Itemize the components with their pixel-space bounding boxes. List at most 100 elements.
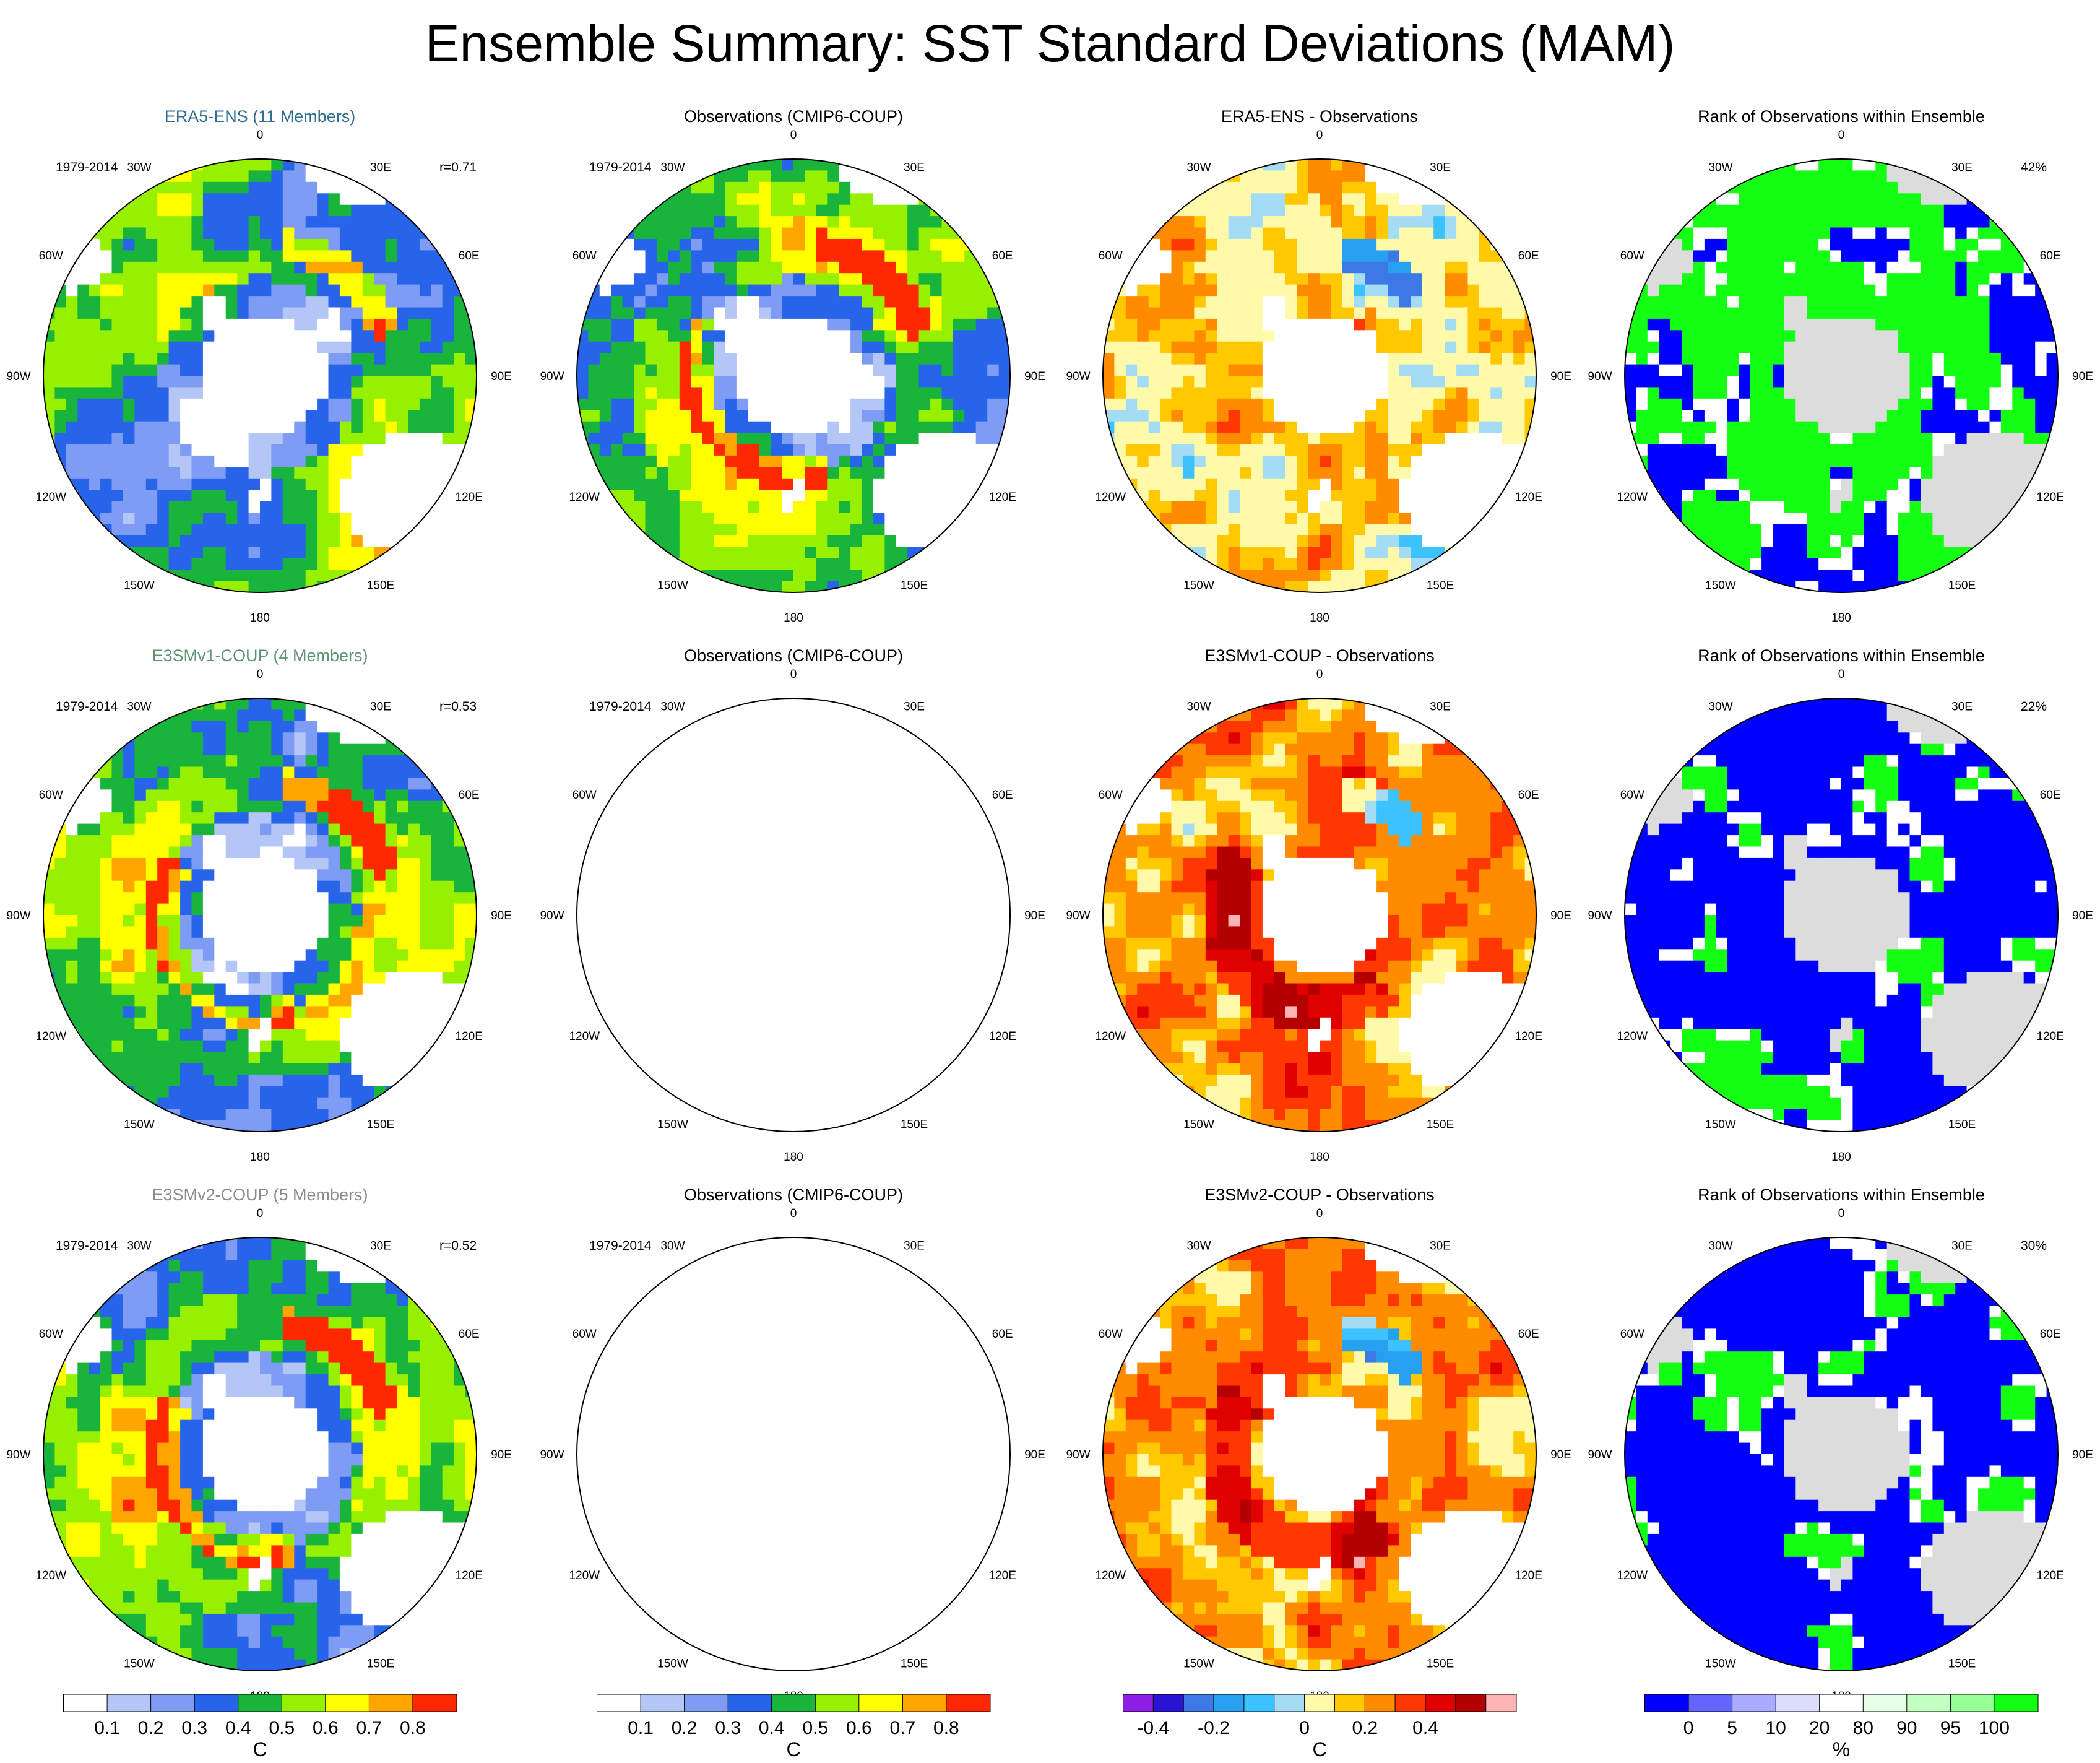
rank-percent-label: 42%: [2021, 160, 2047, 175]
longitude-label: 150E: [1427, 1119, 1454, 1132]
longitude-label: 30W: [1186, 161, 1211, 174]
colorbar-swatch: [1688, 1694, 1733, 1712]
longitude-label: 60E: [2040, 789, 2061, 802]
colorbar-swatch: [1732, 1694, 1777, 1712]
longitude-label: 180: [1831, 1151, 1851, 1164]
panel-title: Rank of Observations within Ensemble: [1698, 107, 1985, 126]
colorbar-swatch: [238, 1694, 283, 1712]
longitude-label: 0: [790, 129, 797, 142]
map-field: [1625, 159, 2058, 592]
colorbar-tick: 90: [1896, 1718, 1917, 1738]
longitude-label: 30W: [1708, 161, 1732, 174]
colorbar-swatch: [281, 1694, 326, 1712]
longitude-label: 30W: [127, 1239, 151, 1252]
longitude-label: 30E: [1951, 161, 1973, 174]
colorbar-tick: 0.2: [1352, 1718, 1378, 1738]
longitude-label: 30W: [660, 161, 685, 174]
longitude-label: 0: [790, 1207, 797, 1220]
colorbar-tick: 5: [1727, 1718, 1737, 1738]
colorbar-tick: 10: [1766, 1718, 1786, 1738]
longitude-label: 30E: [1951, 1239, 1973, 1252]
longitude-label: 90E: [1024, 1449, 1045, 1462]
correlation-label: r=0.52: [439, 1239, 477, 1253]
colorbar-swatch: [597, 1694, 642, 1712]
colorbar-swatch: [1485, 1694, 1517, 1712]
longitude-label: 150W: [657, 1119, 688, 1132]
colorbar-tick: 0.8: [400, 1718, 426, 1738]
longitude-label: 150E: [367, 1658, 394, 1671]
longitude-label: 120W: [569, 1569, 600, 1582]
longitude-label: 150E: [1948, 1658, 1976, 1671]
longitude-label: 120E: [1515, 1030, 1542, 1043]
map-border: [1102, 698, 1537, 1132]
panel-title: ERA5-ENS (11 Members): [165, 107, 356, 126]
map-panel: Observations (CMIP6-COUP) 0 30E 60E 90E 120E 1…: [540, 107, 1045, 625]
map-field: [1625, 698, 2058, 1132]
longitude-label: 90E: [1550, 370, 1571, 383]
longitude-label: 90W: [6, 909, 30, 922]
longitude-label: 150W: [124, 1658, 155, 1671]
longitude-label: 30E: [904, 161, 925, 174]
period-label: 1979-2014: [589, 700, 652, 714]
longitude-label: 90W: [6, 370, 30, 383]
colorbar-unit: C: [253, 1738, 267, 1761]
map-field: [43, 1237, 477, 1671]
map-border: [576, 158, 1011, 593]
longitude-label: 180: [1310, 612, 1329, 625]
map-border: [1624, 158, 2059, 593]
longitude-label: 120E: [989, 1569, 1016, 1582]
longitude-label: 90E: [1024, 909, 1045, 922]
longitude-label: 0: [1316, 668, 1323, 681]
longitude-label: 180: [250, 1151, 270, 1164]
colorbar-swatch: [858, 1694, 904, 1712]
longitude-label: 150W: [1705, 1119, 1736, 1132]
longitude-label: 60E: [1518, 249, 1539, 262]
longitude-label: 150W: [657, 1658, 688, 1671]
longitude-label: 60E: [1518, 1328, 1539, 1341]
colorbar-tick: 0.2: [138, 1718, 164, 1738]
longitude-label: 180: [1831, 612, 1851, 625]
longitude-label: 120W: [35, 1569, 66, 1582]
colorbar-swatch: [1862, 1694, 1908, 1712]
map-panel: ERA5-ENS - Observations 0 30E 60E 90E 120E 150…: [1066, 107, 1571, 625]
colorbar-swatch: [1644, 1694, 1690, 1712]
colorbar-tick: 0.2: [672, 1718, 698, 1738]
colorbar-swatch: [1364, 1694, 1396, 1712]
longitude-label: 60W: [39, 789, 63, 802]
colorbar-swatch: [1183, 1694, 1214, 1712]
longitude-label: 120W: [1095, 1569, 1126, 1582]
longitude-label: 0: [1838, 668, 1845, 681]
longitude-label: 60W: [1620, 789, 1644, 802]
colorbar-swatch: [412, 1694, 457, 1712]
longitude-label: 0: [257, 129, 264, 142]
longitude-label: 0: [257, 668, 264, 681]
longitude-label: 90W: [1066, 370, 1090, 383]
colorbar-tick: 0: [1683, 1718, 1694, 1738]
colorbar-tick: 100: [1979, 1718, 2010, 1738]
longitude-label: 30E: [1430, 700, 1451, 713]
rank-percent-label: 30%: [2021, 1239, 2047, 1253]
colorbar-tick: 0.4: [759, 1718, 785, 1738]
colorbar-swatch: [1274, 1694, 1305, 1712]
longitude-label: 0: [1316, 1207, 1323, 1220]
longitude-label: 60W: [1099, 789, 1123, 802]
map-field: [1103, 698, 1536, 1132]
colorbar-swatch: [1123, 1694, 1154, 1712]
longitude-label: 60W: [1620, 249, 1644, 262]
panel-title: Rank of Observations within Ensemble: [1698, 646, 1985, 665]
panel-title: Observations (CMIP6-COUP): [684, 107, 903, 126]
colorbar-tick: -0.4: [1137, 1718, 1169, 1738]
longitude-label: 120E: [456, 1569, 483, 1582]
longitude-label: 120W: [1617, 1569, 1648, 1582]
longitude-label: 120W: [569, 1030, 600, 1043]
longitude-label: 120E: [456, 491, 483, 504]
colorbar-tick: 80: [1853, 1718, 1873, 1738]
colorbar-tick: 0.6: [846, 1718, 872, 1738]
longitude-label: 120E: [456, 1030, 483, 1043]
panel-title: Observations (CMIP6-COUP): [684, 646, 903, 665]
map-field: [577, 1237, 1011, 1671]
longitude-label: 30W: [660, 1239, 685, 1252]
colorbar-swatch: [63, 1694, 108, 1712]
longitude-label: 90E: [491, 909, 512, 922]
colorbar-swatch: [727, 1694, 772, 1712]
